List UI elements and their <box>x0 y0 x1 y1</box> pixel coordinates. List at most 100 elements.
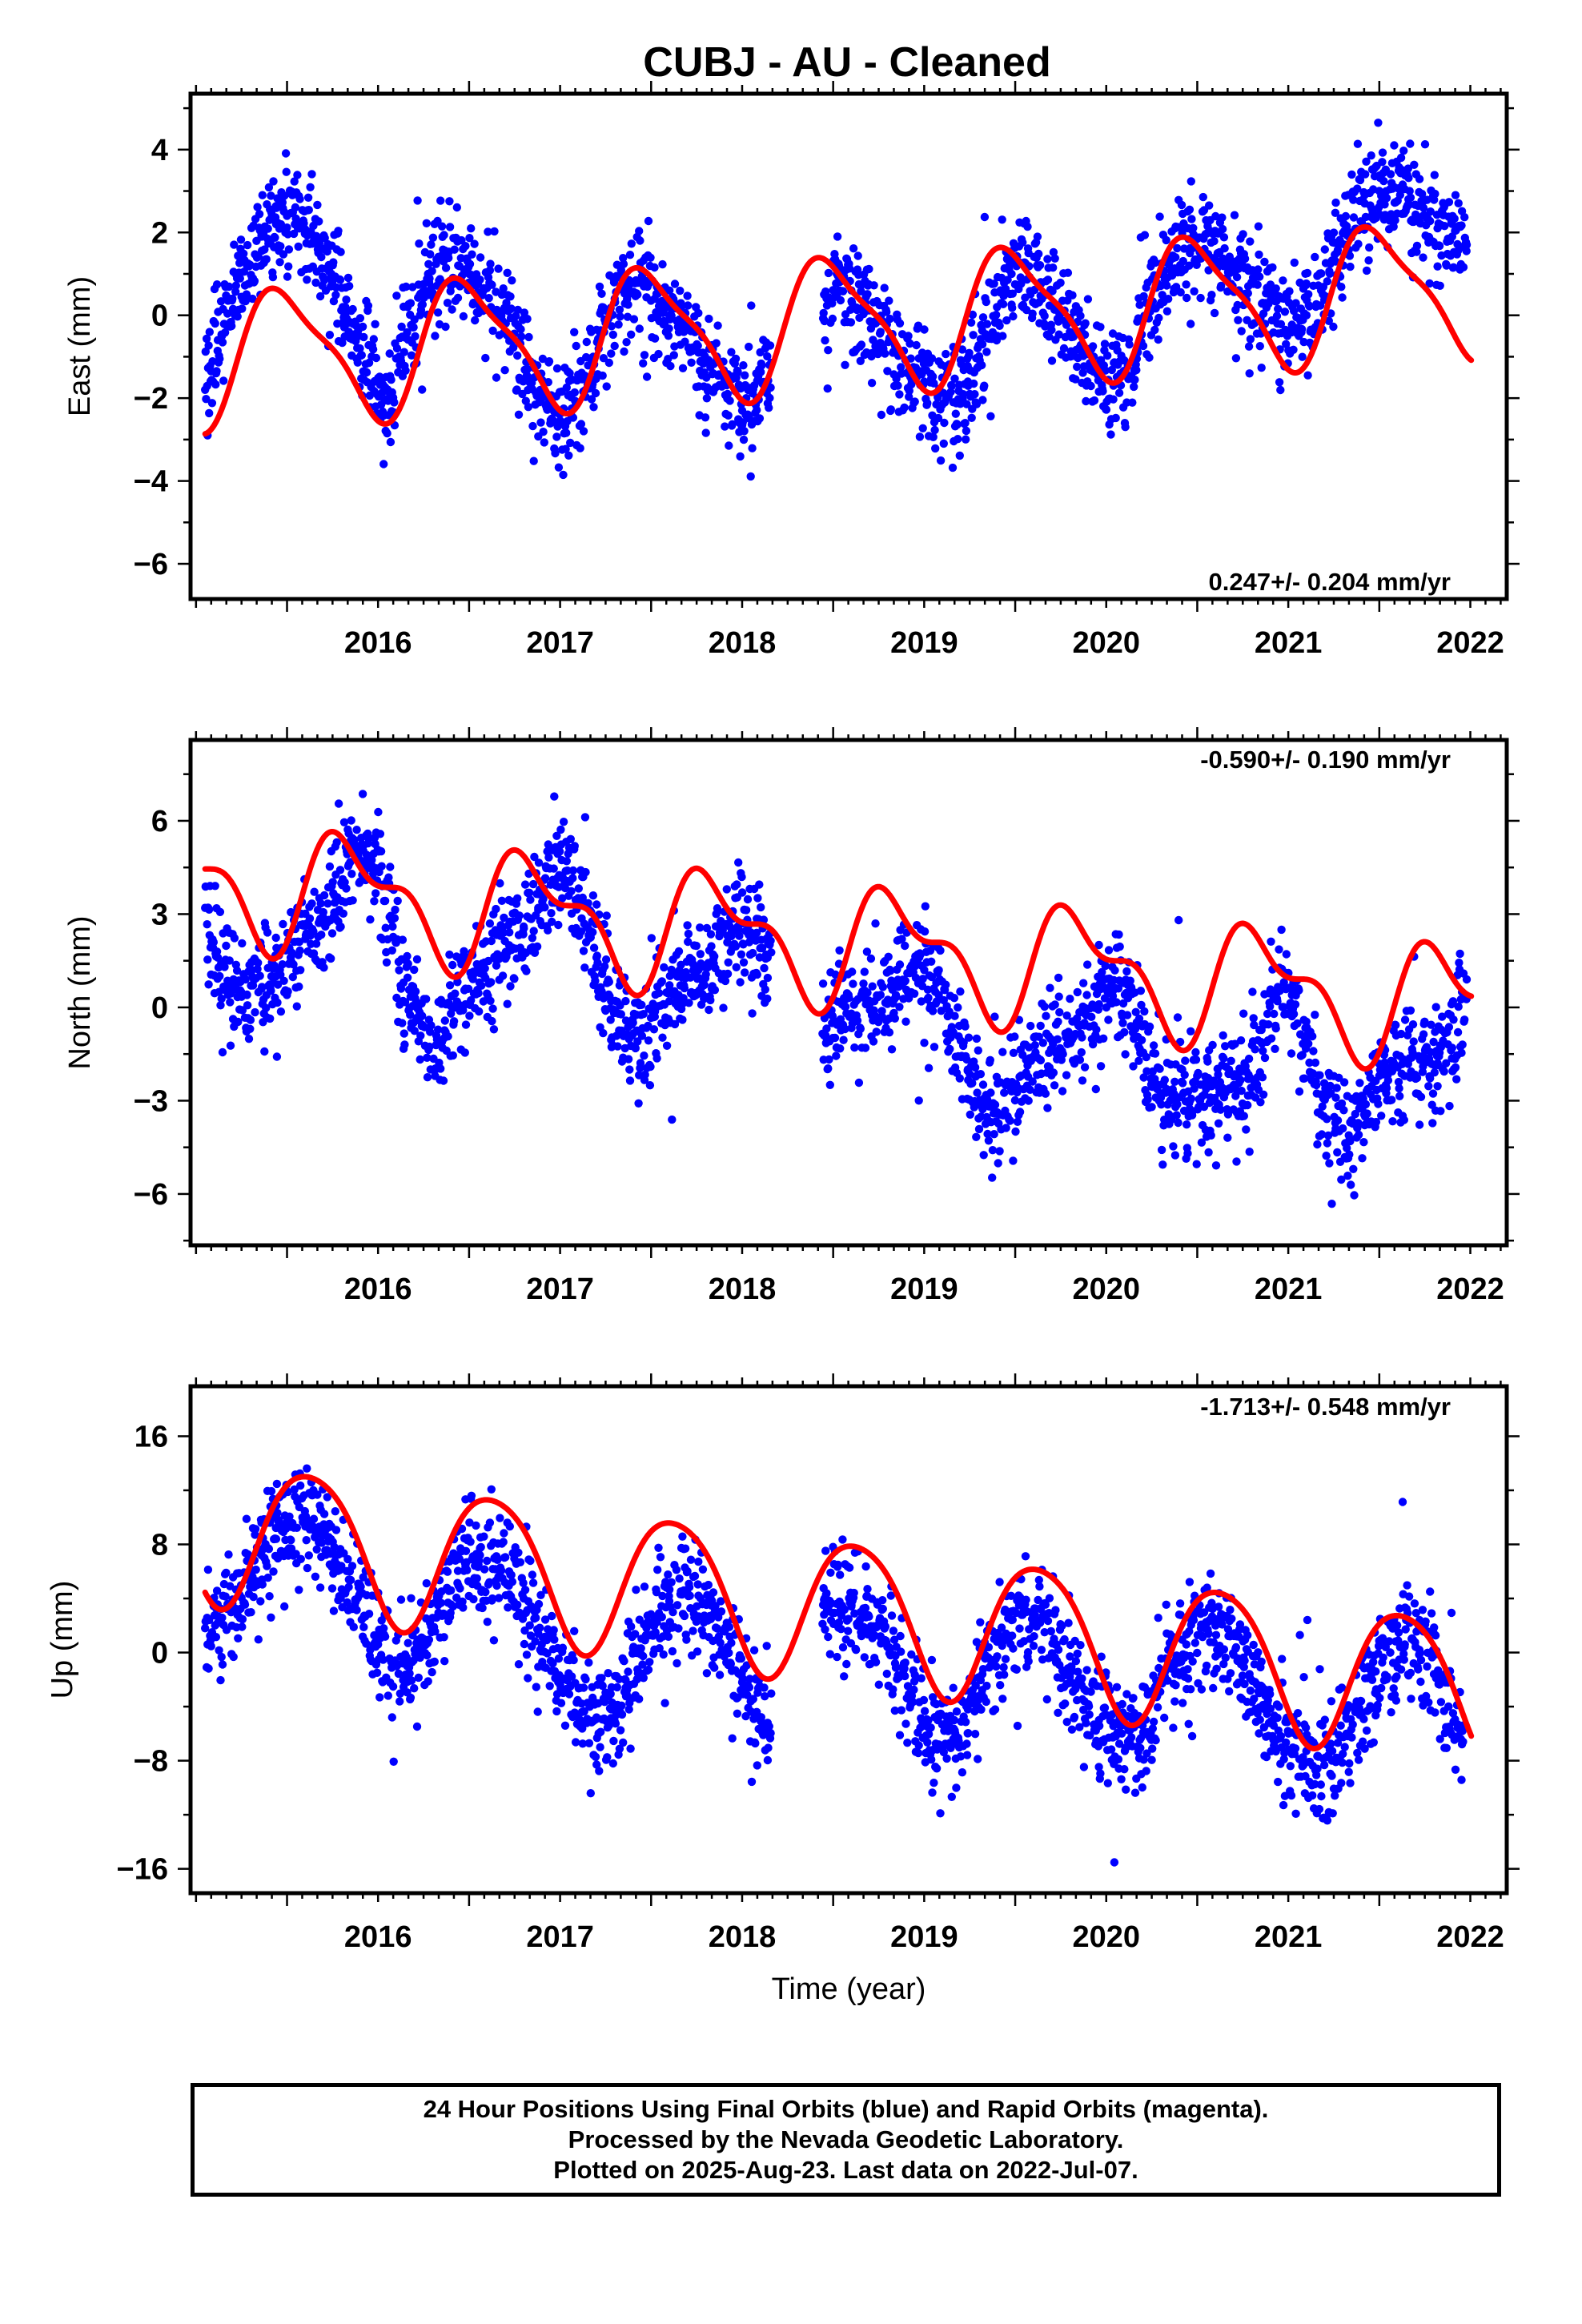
data-point <box>515 911 524 920</box>
data-point <box>1347 1180 1355 1189</box>
data-point <box>1099 1034 1108 1043</box>
data-point <box>1173 243 1182 253</box>
data-point <box>1364 256 1373 265</box>
data-point <box>1002 316 1011 325</box>
data-point <box>576 444 584 452</box>
x-tick-label: 2022 <box>1436 1273 1504 1306</box>
data-point <box>897 363 905 372</box>
data-point <box>966 1110 975 1120</box>
data-point <box>763 953 772 963</box>
data-point <box>413 196 422 205</box>
x-tick-label: 2017 <box>526 626 594 660</box>
data-point <box>592 900 601 909</box>
data-point <box>684 937 693 947</box>
data-point <box>700 980 709 990</box>
data-point <box>640 1070 649 1080</box>
data-point <box>662 1041 672 1051</box>
data-point <box>319 963 328 972</box>
data-point <box>712 339 721 348</box>
data-point <box>650 294 659 304</box>
data-point <box>230 934 239 943</box>
data-point <box>1404 195 1413 204</box>
data-point <box>524 332 533 342</box>
data-point <box>344 860 353 869</box>
data-point <box>1424 1082 1433 1091</box>
data-point <box>264 183 274 192</box>
data-point <box>721 976 730 986</box>
data-point <box>1415 175 1424 183</box>
data-point <box>432 1031 441 1040</box>
data-point <box>950 1011 959 1020</box>
data-point <box>255 971 264 980</box>
data-point <box>247 1608 255 1617</box>
panel-up: 2016 2017 2018 2019 2020 2021 2022−16−80816Up … <box>46 1373 1520 2006</box>
data-point <box>828 1011 837 1020</box>
data-point <box>229 1652 238 1662</box>
data-point <box>1305 302 1314 311</box>
data-point <box>426 250 435 259</box>
data-point <box>1192 1160 1201 1168</box>
data-point <box>1289 345 1298 354</box>
data-point <box>1059 344 1069 353</box>
data-point <box>725 441 733 450</box>
data-point <box>950 374 959 383</box>
data-point <box>1339 1106 1348 1115</box>
data-point <box>566 834 575 844</box>
data-point <box>1150 325 1159 335</box>
data-point <box>1253 280 1262 289</box>
data-point <box>893 381 902 390</box>
data-point <box>832 1051 841 1060</box>
data-point <box>1430 1068 1439 1077</box>
data-point <box>927 354 937 363</box>
data-point <box>205 408 214 418</box>
data-point <box>955 451 965 460</box>
data-point <box>258 1580 267 1589</box>
data-point <box>242 1514 251 1523</box>
data-point <box>1130 382 1138 392</box>
data-point <box>1179 244 1189 253</box>
data-point <box>739 361 748 370</box>
data-point <box>765 341 775 350</box>
data-point <box>1389 1062 1399 1071</box>
data-point <box>519 922 528 931</box>
data-point <box>616 1010 625 1019</box>
data-point <box>1316 286 1326 295</box>
data-point <box>1375 1072 1384 1080</box>
data-point <box>993 303 1002 312</box>
data-point <box>523 364 532 374</box>
data-point <box>228 294 237 304</box>
data-point <box>509 343 518 352</box>
data-point <box>1454 199 1463 207</box>
data-point <box>998 1047 1007 1056</box>
data-point <box>962 1055 971 1064</box>
data-point <box>684 929 693 939</box>
data-point <box>949 398 958 407</box>
data-point <box>1041 1089 1050 1098</box>
data-point <box>1123 994 1133 1003</box>
y-tick-label: −6 <box>134 548 168 581</box>
data-point <box>201 903 210 912</box>
data-point <box>967 413 976 422</box>
data-point <box>920 966 929 975</box>
data-point <box>848 967 857 976</box>
data-point <box>709 368 717 378</box>
data-point <box>251 1007 259 1017</box>
data-point <box>693 341 702 350</box>
data-point <box>1440 222 1449 231</box>
data-point <box>565 368 574 378</box>
data-point <box>549 864 558 873</box>
data-point <box>1362 157 1371 166</box>
data-point <box>1050 254 1059 263</box>
data-point <box>998 215 1006 224</box>
data-point <box>1239 230 1247 239</box>
data-point <box>589 943 599 952</box>
data-point <box>267 987 275 995</box>
data-point <box>492 961 501 970</box>
data-point <box>624 300 632 309</box>
data-point <box>423 1073 432 1082</box>
data-point <box>1335 1073 1343 1083</box>
data-point <box>1287 1049 1296 1058</box>
data-point <box>1332 1084 1341 1092</box>
data-point <box>895 1003 904 1011</box>
data-point <box>1137 1035 1146 1045</box>
